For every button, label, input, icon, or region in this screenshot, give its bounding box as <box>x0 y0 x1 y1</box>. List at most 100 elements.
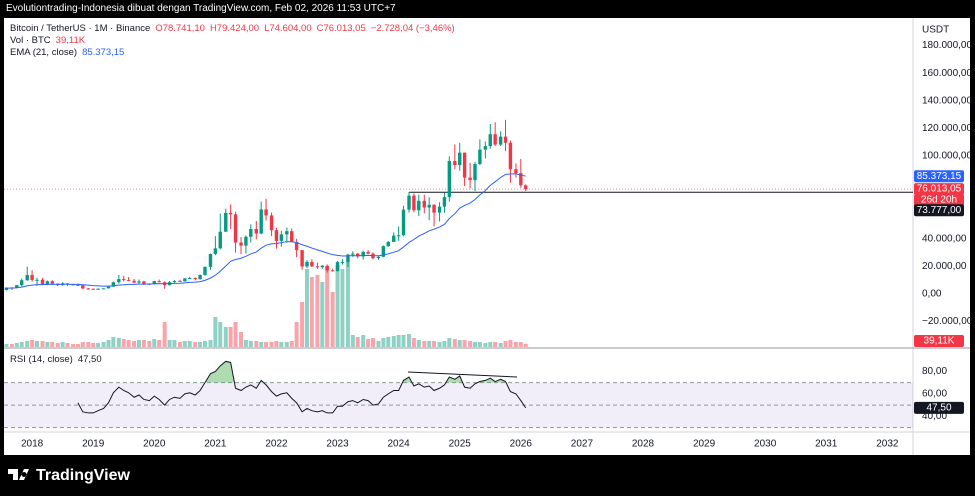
candle-body <box>178 280 182 282</box>
volume-bar <box>447 338 452 347</box>
candle-body <box>422 200 426 208</box>
x-tick-label: 2024 <box>388 439 411 450</box>
volume-bar <box>177 342 182 347</box>
volume-bar <box>462 340 467 347</box>
x-tick-label: 2021 <box>204 439 227 450</box>
candle-body <box>254 229 258 234</box>
volume-bar <box>503 341 508 347</box>
volume-bar <box>254 341 259 347</box>
volume-bar <box>132 341 137 347</box>
candle-body <box>264 209 268 216</box>
y-tick-label: 100.000,00 <box>922 151 972 162</box>
x-tick-label: 2022 <box>265 439 288 450</box>
volume-bar <box>91 343 96 347</box>
volume-bar <box>396 335 401 347</box>
volume-bar <box>345 262 350 347</box>
y-tick-label: 80,00 <box>922 366 947 377</box>
high-text: H79.424,00 <box>209 23 260 34</box>
candle-body <box>437 206 442 213</box>
open-text: O78.741,10 <box>155 23 205 34</box>
volume-bar <box>472 342 477 347</box>
candle-body <box>493 134 497 145</box>
candle-body <box>269 215 274 231</box>
y-tick-label: 20.000,00 <box>922 261 967 272</box>
volume-bar <box>315 275 320 347</box>
volume-bar <box>75 344 80 347</box>
legend-rsi: RSI (14, close) 47,50 <box>10 354 102 365</box>
candle-body <box>407 195 411 210</box>
candle-body <box>523 185 528 190</box>
candle-body <box>478 149 482 164</box>
candle-body <box>50 281 54 284</box>
candle-body <box>172 280 177 283</box>
volume-bar <box>137 340 142 347</box>
rsi-line <box>77 360 527 414</box>
volume-bar <box>30 340 35 347</box>
close-text: C76.013,05 <box>316 23 366 34</box>
volume-bar <box>4 344 9 347</box>
candle-body <box>442 197 447 207</box>
candle-body <box>508 142 513 170</box>
volume-bar <box>305 269 309 347</box>
volume-bar <box>198 342 203 347</box>
candle-body <box>203 266 207 275</box>
volume-bar <box>294 322 299 347</box>
volume-bar <box>152 339 157 347</box>
y-tick-label: −20.000,00 <box>922 316 973 327</box>
ema-name: EMA (21, close) <box>10 47 78 58</box>
volume-bar <box>483 343 488 347</box>
volume-bar <box>259 342 264 347</box>
candle-body <box>35 279 39 281</box>
candle-body <box>218 231 222 249</box>
volume-bar <box>248 341 253 347</box>
candle-body <box>137 281 141 283</box>
rsi-value: 47,50 <box>77 354 102 365</box>
last-price-label: 76.013,05 <box>917 184 962 195</box>
candle-body <box>412 195 416 211</box>
volume-bar <box>147 341 152 347</box>
candle-body <box>188 277 192 279</box>
candle-body <box>315 266 320 268</box>
candle-body <box>20 280 24 286</box>
y-tick-label: 40.000,00 <box>922 233 967 244</box>
candle-body <box>106 286 111 289</box>
x-tick-label: 2028 <box>632 439 655 450</box>
candle-body <box>417 200 421 211</box>
x-tick-label: 2019 <box>82 439 105 450</box>
candle-body <box>351 253 355 255</box>
candle-body <box>503 136 508 143</box>
x-tick-label: 2018 <box>21 439 44 450</box>
volume-bar <box>411 338 416 347</box>
rsi-value-label: 47,50 <box>926 403 951 414</box>
volume-bar <box>34 341 39 347</box>
candle-body <box>335 262 340 272</box>
candle-body <box>76 284 80 286</box>
candle-body <box>294 242 299 251</box>
candle-body <box>81 285 85 289</box>
candle-body <box>519 173 523 186</box>
volume-bar <box>193 342 198 347</box>
volume-bar <box>518 342 523 347</box>
x-tick-label: 2027 <box>571 439 594 450</box>
legend-symbol: Bitcoin / TetherUS · 1M · Binance O78.74… <box>10 23 455 34</box>
symbol: Bitcoin / TetherUS · 1M · Binance <box>10 23 151 34</box>
volume-bar <box>9 344 14 347</box>
candle-body <box>279 234 284 241</box>
candle-body <box>366 251 370 254</box>
volume-bar <box>14 343 19 347</box>
candle-body <box>40 279 45 285</box>
candle-body <box>25 274 29 281</box>
volume-bar <box>432 341 437 347</box>
hline-label: 73.777,00 <box>917 205 962 216</box>
volume-bar <box>101 342 106 347</box>
candle-body <box>320 265 324 268</box>
ema-price-label: 85.373,15 <box>917 171 962 182</box>
candle-body <box>157 281 161 283</box>
countdown-label-bg <box>914 194 964 207</box>
volume-label-bg <box>914 335 964 347</box>
volume-bar <box>71 344 76 347</box>
candle-body <box>310 261 314 267</box>
legend-volume: Vol · BTC 39,11K <box>10 35 85 46</box>
candle-body <box>117 279 121 283</box>
